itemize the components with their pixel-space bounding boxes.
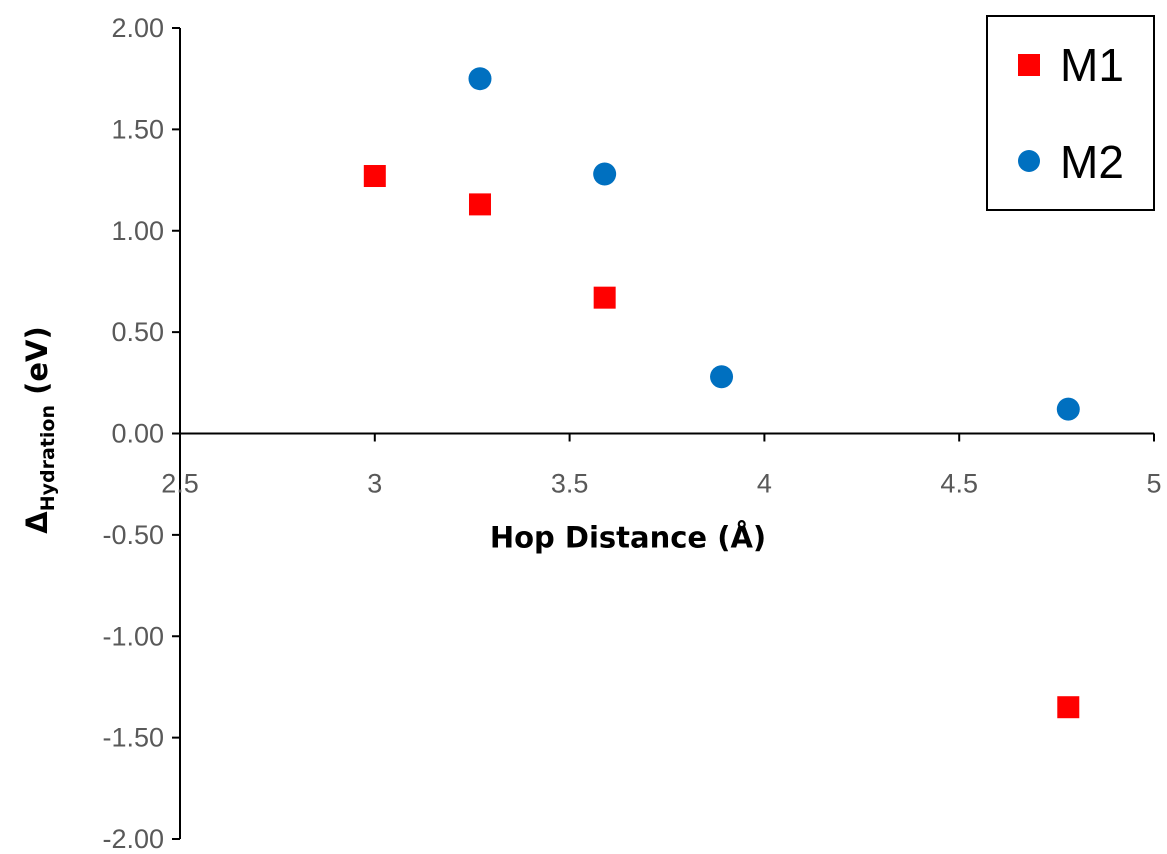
data-point-m1-1	[363, 165, 386, 188]
y-tick-label: 1.50	[111, 114, 164, 144]
legend-label-m2: M2	[1060, 136, 1124, 188]
data-point-m2-4	[1056, 397, 1080, 421]
legend-label-m1: M1	[1060, 39, 1124, 91]
y-axis-title: ΔHydration (eV)	[20, 326, 59, 533]
y-tick-label: -0.50	[102, 520, 164, 550]
y-tick-label: -1.00	[102, 621, 164, 651]
legend: M1 M2	[986, 15, 1155, 211]
data-point-m2-2	[593, 162, 617, 186]
x-tick-label: 2.5	[161, 469, 199, 499]
data-point-m1-3	[593, 286, 616, 309]
x-tick-label: 4	[757, 469, 772, 499]
data-point-m1-2	[468, 193, 491, 216]
y-tick-label: 1.00	[111, 216, 164, 246]
y-tick-label: 2.00	[111, 13, 164, 43]
y-tick-label: 0.50	[111, 317, 164, 347]
x-tick-label: 5	[1146, 469, 1161, 499]
data-point-m1-4	[1057, 696, 1080, 719]
data-point-m2-3	[710, 365, 734, 389]
legend-marker-m2	[1018, 150, 1040, 172]
y-tick-label: 0.00	[111, 419, 164, 449]
y-axis-title-suffix: (eV)	[20, 326, 54, 405]
x-axis-title: Hop Distance (Å)	[490, 521, 766, 555]
y-tick-label: -1.50	[102, 723, 164, 753]
x-tick-labels: 2.5 3 3.5 4 4.5 5	[161, 433, 1162, 499]
data-points	[363, 67, 1080, 719]
y-tick-label: -2.00	[102, 824, 164, 854]
x-tick-label: 3	[367, 469, 382, 499]
y-axis-title-main: Δ	[20, 511, 54, 534]
x-tick-label: 4.5	[940, 469, 978, 499]
legend-marker-m1	[1018, 54, 1040, 76]
data-point-m2-1	[468, 67, 492, 91]
y-axis-title-subscript: Hydration	[37, 405, 59, 511]
legend-box	[986, 15, 1155, 211]
x-tick-label: 3.5	[551, 469, 589, 499]
y-tick-labels: 2.00 1.50 1.00 0.50 0.00 -0.50 -1.00 -1.50 -2.00	[102, 13, 180, 854]
